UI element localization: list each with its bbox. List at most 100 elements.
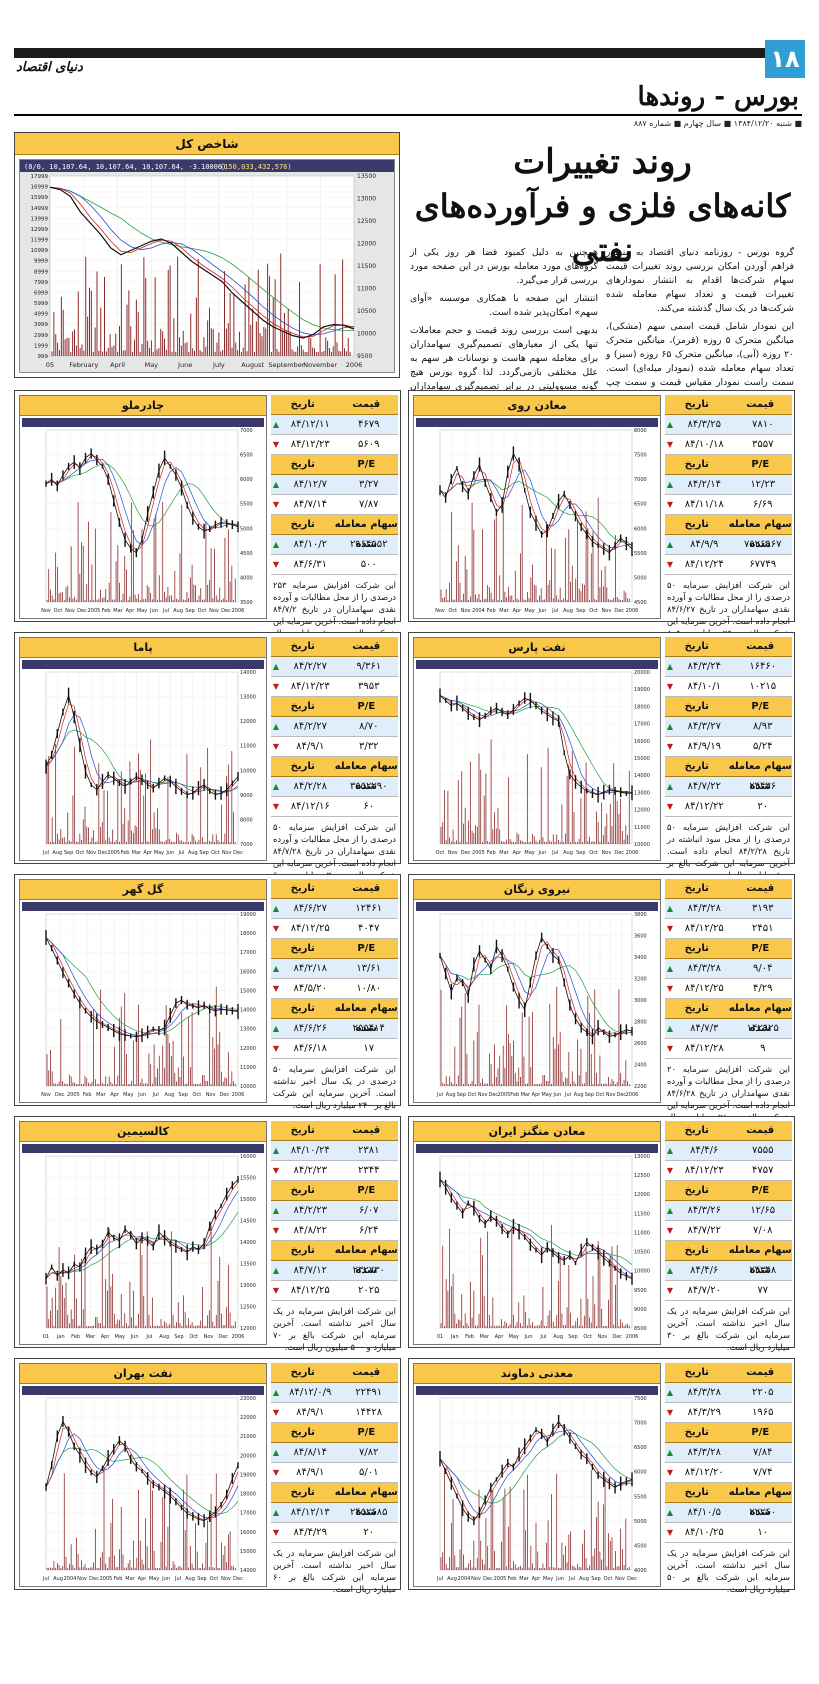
up-arrow-icon: ▲ — [272, 419, 280, 429]
table-row: ۳۵۵۷ ۸۴/۱۰/۱۸ ▼ — [665, 435, 792, 455]
stat-date: ۸۴/۵/۲۰ — [293, 982, 328, 994]
x-tick-label: Jul — [145, 1334, 152, 1340]
stock-chart: معدنی دماوند 7500 7000 6500 6000 5500 5000 4500… — [413, 1363, 661, 1587]
y-tick-label: 6000 — [240, 477, 253, 483]
table-section-header: قیمت تاریخ — [665, 1121, 792, 1141]
column-label: قیمت — [746, 1367, 775, 1378]
table-row: ۹/۰۴ ۸۴/۳/۲۸ ▲ — [665, 959, 792, 979]
x-tick-label: 05 — [46, 361, 54, 369]
stock-panel: گل گهر 19000 18000 17000 16000 15000 14000 1300… — [14, 874, 401, 1110]
up-arrow-icon: ▲ — [272, 1447, 280, 1457]
stat-date: ۸۴/۱۲/۷ — [293, 478, 328, 490]
table-row: ۶/۲۴ ۸۴/۸/۲۲ ▼ — [271, 1221, 398, 1241]
chart-legend-bar — [416, 1386, 658, 1395]
stock-name: معادن منگنز ایران — [414, 1122, 660, 1142]
stat-date: ۸۴/۱۲/۲۵ — [684, 982, 724, 994]
stock-stats-table: قیمت تاریخ ۲۲۴۹۱ ۸۴/۱۲/۰/۹ ▲ ۱۴۴۲۸ ۸۴/۹/۱ ▼ P/E ت… — [271, 1363, 398, 1595]
x-tick-label: Nov — [602, 608, 612, 614]
x-tick-label: Mar — [96, 1092, 106, 1098]
down-arrow-icon: ▼ — [272, 439, 280, 449]
y-tick-label: 13500 — [240, 1262, 256, 1268]
table-row: ۲۲۲۶۰ ۸۴/۱۰/۵ ▲ — [665, 1503, 792, 1523]
table-row: ۲۲۴۹۱ ۸۴/۱۲/۰/۹ ▲ — [271, 1383, 398, 1403]
table-row: ۸/۹۳ ۸۴/۳/۲۷ ▲ — [665, 717, 792, 737]
stock-note: این شرکت افزایش سرمایه در یک سال اخیر ند… — [273, 1306, 396, 1352]
stock-name: نفت بهران — [20, 1364, 266, 1384]
table-section-header: سهام معامله شده تاریخ — [271, 515, 398, 550]
stock-name: کالسیمین — [20, 1122, 266, 1142]
stat-date: ۸۴/۱۰/۵ — [687, 1506, 722, 1518]
stock-chart: نفت بهران 23000 22000 21000 20000 19000 18000 1… — [19, 1363, 267, 1587]
column-label: P/E — [751, 1427, 770, 1438]
x-tick-label: Aug — [553, 1334, 563, 1340]
x-tick-label: Aug — [188, 850, 198, 856]
x-tick-label: Dec — [612, 1334, 622, 1340]
up-arrow-icon: ▲ — [272, 661, 280, 671]
x-tick-label: Dec — [219, 1092, 229, 1098]
column-label: تاریخ — [684, 883, 709, 894]
headline-line-1: روند تغییرات — [513, 142, 692, 182]
x-tick-label: Sep — [568, 1334, 577, 1340]
header-bar — [14, 48, 802, 58]
x-tick-label: Feb — [487, 850, 496, 856]
x-tick-label: Jul — [436, 1092, 443, 1098]
stock-panel: معدنی دماوند 7500 7000 6500 6000 5500 5000 4500… — [408, 1358, 795, 1594]
y-tick-label: 15500 — [240, 1176, 256, 1182]
y-tick-label: 16000 — [240, 1530, 256, 1536]
y-tick-label: 4500 — [240, 551, 253, 557]
y-tick-label: 16000 — [240, 1154, 256, 1160]
x-tick-label: Jul — [162, 608, 169, 614]
article-column-left: همچنین به دلیل کمبود فضا هر روز یکی از گ… — [410, 246, 598, 412]
up-arrow-icon: ▲ — [272, 479, 280, 489]
page-number: ۱۸ — [765, 40, 805, 78]
x-tick-label: Feb — [465, 1334, 474, 1340]
up-arrow-icon: ▲ — [666, 1023, 674, 1033]
ma5-line — [439, 1425, 633, 1520]
stock-panel: نیروی زنگان 3800 3600 3400 3200 3000 2800 2600 2… — [408, 874, 795, 1134]
table-row: ۱۷ ۸۴/۶/۱۸ ▼ — [271, 1039, 398, 1059]
x-tick-label: Nov — [41, 608, 51, 614]
column-label: سهام معامله شده — [334, 1003, 398, 1034]
x-tick-label: Apr — [512, 608, 522, 614]
x-tick-label: Aug — [574, 1092, 584, 1098]
left-tick-label: 7999 — [34, 280, 48, 286]
up-arrow-icon: ▲ — [272, 1145, 280, 1155]
column-label: سهام معامله شده — [728, 519, 792, 550]
left-tick-label: 4999 — [34, 312, 48, 318]
column-label: تاریخ — [290, 943, 315, 954]
stat-value: ۴۷۵۷ — [752, 1164, 774, 1176]
table-row: ۱۰ ۸۴/۱۰/۲۵ ▼ — [665, 1523, 792, 1543]
right-tick-label: 11500 — [357, 263, 376, 270]
table-row: ۲۳۲۷۳۰ ۸۴/۷/۱۲ ▲ — [271, 1261, 398, 1281]
column-label: تاریخ — [684, 1185, 709, 1196]
section-title: بورس - روندها — [637, 82, 799, 112]
y-tick-label: 13000 — [634, 790, 650, 796]
stat-date: ۸۴/۱۲/۲۳ — [684, 1164, 724, 1176]
x-tick-label: Dec — [221, 608, 231, 614]
x-tick-label: Mar — [86, 1334, 96, 1340]
x-tick-label: Oct — [193, 1092, 202, 1098]
down-arrow-icon: ▼ — [272, 801, 280, 811]
x-tick-label: 2004 — [472, 608, 485, 614]
y-tick-label: 8500 — [634, 1326, 647, 1332]
down-arrow-icon: ▼ — [272, 559, 280, 569]
x-tick-label: May — [123, 1092, 133, 1098]
chart-legend-bar — [416, 1144, 658, 1153]
stock-stats-table: قیمت تاریخ ۱۶۴۶۰ ۸۴/۳/۲۴ ▲ ۱۰۲۱۵ ۸۴/۱۰/۱ ▼ P/E تا… — [665, 637, 792, 881]
stat-value: ۵/۰۱ — [359, 1466, 379, 1478]
chart-legend-bar — [22, 1144, 264, 1153]
x-tick-label: May — [149, 1576, 159, 1582]
right-tick-label: 12500 — [357, 218, 376, 225]
column-label: تاریخ — [684, 1245, 709, 1256]
y-tick-label: 15000 — [240, 1197, 256, 1203]
x-tick-label: Dec — [98, 850, 108, 856]
column-label: تاریخ — [684, 519, 709, 530]
stock-note: این شرکت افزایش سرمایه ۵۰ درصدی را از مح… — [667, 822, 790, 880]
y-tick-label: 11000 — [240, 1065, 256, 1071]
stat-value: ۳/۳۲ — [359, 740, 379, 752]
issue-line: ■ شنبه ۱۳۸۴/۱۲/۲۰ ■ سال چهارم ■ شماره ۸۸… — [633, 119, 802, 128]
stat-date: ۸۴/۷/۲۲ — [687, 780, 722, 792]
x-tick-label: Jun — [149, 608, 158, 614]
stat-date: ۸۴/۲/۲۷ — [293, 720, 328, 732]
y-tick-label: 18000 — [634, 704, 650, 710]
